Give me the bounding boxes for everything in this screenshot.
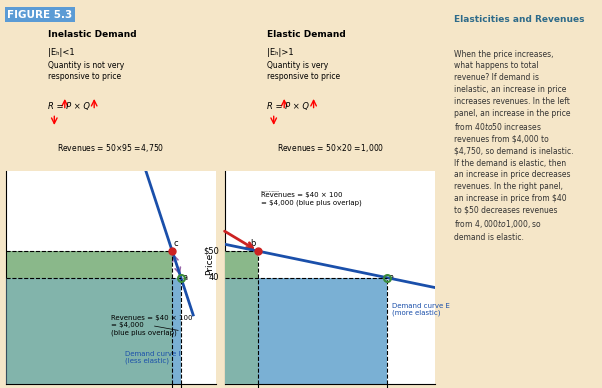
Text: 40: 40	[208, 273, 219, 282]
Text: |Eₕ|<1: |Eₕ|<1	[48, 48, 75, 57]
Bar	[225, 278, 258, 384]
Text: a: a	[388, 273, 394, 282]
Bar	[6, 278, 172, 384]
Text: Revenues = $40 × 100
= $4,000
(blue plus overlap): Revenues = $40 × 100 = $4,000 (blue plus…	[111, 315, 193, 336]
Text: a: a	[182, 273, 188, 282]
Text: Elasticities and Revenues: Elasticities and Revenues	[261, 191, 279, 192]
Text: Quantity is not very
responsive to price: Quantity is not very responsive to price	[48, 61, 124, 81]
Text: R = P × Q: R = P × Q	[48, 102, 90, 111]
Text: Demand curve E
(more elastic): Demand curve E (more elastic)	[392, 303, 450, 316]
Text: Elastic Demand: Elastic Demand	[267, 29, 346, 38]
Bar	[225, 278, 387, 384]
Text: Inelastic Demand: Inelastic Demand	[48, 29, 137, 38]
Text: When the price increases,
what happens to total
revenue? If demand is
inelastic,: When the price increases, what happens t…	[454, 50, 574, 242]
Text: Demand curve I
(less elastic): Demand curve I (less elastic)	[125, 351, 181, 364]
Text: c: c	[174, 239, 179, 248]
Text: Elasticities and Revenues: Elasticities and Revenues	[454, 15, 585, 24]
Text: Revenues = $40 × 100
= $4,000 (blue plus overlap): Revenues = $40 × 100 = $4,000 (blue plus…	[261, 192, 362, 206]
Text: Price: Price	[205, 253, 214, 275]
Text: Revenues = $50 × 95= $4,750: Revenues = $50 × 95= $4,750	[57, 142, 164, 154]
Text: $50: $50	[203, 246, 219, 256]
Text: |Eₕ|>1: |Eₕ|>1	[267, 48, 294, 57]
Text: FIGURE 5.3: FIGURE 5.3	[7, 10, 72, 20]
Text: R = P × Q: R = P × Q	[267, 102, 309, 111]
Text: b: b	[251, 239, 256, 248]
Text: Quantity is very
responsive to price: Quantity is very responsive to price	[267, 61, 341, 81]
Text: Revenues = $50 × 20 = $1,000: Revenues = $50 × 20 = $1,000	[277, 142, 384, 154]
Bar	[6, 251, 172, 384]
Bar	[172, 278, 181, 384]
Bar	[225, 251, 258, 384]
